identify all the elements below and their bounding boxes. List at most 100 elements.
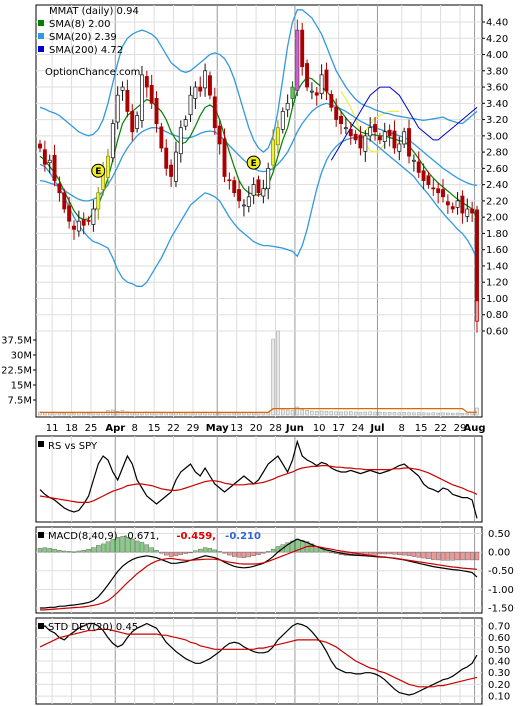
- indicator-line: [39, 622, 478, 696]
- candle: [392, 130, 397, 149]
- volume-bar: [183, 412, 188, 416]
- volume-bar: [295, 406, 300, 416]
- macd-histogram-bar: [232, 551, 237, 557]
- x-tick-label: Jun: [285, 423, 304, 434]
- volume-bar: [164, 412, 168, 416]
- macd-histogram-bar: [367, 551, 373, 555]
- macd-histogram-bar: [120, 536, 125, 553]
- candle: [397, 143, 402, 152]
- volume-bar: [353, 411, 358, 416]
- volume-bar: [470, 412, 474, 416]
- volume-bar: [47, 412, 52, 416]
- macd-histogram-bar: [134, 540, 140, 553]
- macd-histogram-bar: [149, 547, 154, 553]
- candle: [237, 189, 242, 202]
- volume-bar: [344, 411, 348, 416]
- candle: [72, 225, 76, 230]
- price-y-tick: 3.40: [486, 99, 508, 110]
- x-tick-label: 18: [65, 423, 78, 434]
- macd-histogram-bar: [440, 551, 446, 561]
- candle: [314, 92, 319, 96]
- candle: [52, 155, 57, 181]
- price-legend: MMAT (daily) 0.94 SMA(8) 2.00 SMA(20) 2.…: [38, 6, 140, 78]
- volume-bar: [237, 412, 241, 416]
- macd-histogram-bar: [450, 551, 455, 561]
- yellow-band-line: [364, 110, 400, 133]
- volume-bar: [446, 412, 450, 416]
- macd-histogram-bar: [139, 542, 145, 553]
- macd-title: MACD(8,40,9) -0.671, -0.459, -0.210: [48, 531, 261, 542]
- volume-bar: [334, 411, 338, 416]
- candle: [300, 29, 305, 68]
- macd-histogram-bar: [266, 551, 271, 553]
- volume-bar: [368, 411, 372, 416]
- x-tick-label: 11: [46, 423, 59, 434]
- candle: [416, 161, 421, 173]
- candle: [305, 63, 310, 88]
- candle: [174, 151, 178, 182]
- candle: [309, 90, 314, 93]
- macd-histogram-bar: [144, 544, 150, 553]
- candle: [125, 89, 130, 112]
- macd-histogram-bar: [426, 551, 431, 560]
- candle: [290, 86, 295, 99]
- macd-histogram-bar: [130, 538, 135, 553]
- candle: [460, 195, 465, 214]
- candle: [154, 98, 159, 124]
- volume-bar: [402, 412, 406, 416]
- volume-y-tick: 30M: [11, 351, 32, 362]
- volume-bar: [319, 410, 324, 416]
- macd-histogram-bar: [183, 551, 188, 554]
- candle: [246, 196, 251, 207]
- volume-average-line: [40, 408, 477, 413]
- candle: [144, 76, 149, 88]
- macd-histogram-bar: [207, 548, 213, 553]
- volume-bar: [329, 411, 334, 416]
- candle: [47, 159, 52, 164]
- volume-bar: [378, 411, 382, 416]
- macd-histogram-bar: [285, 542, 290, 553]
- volume-bar: [232, 412, 236, 416]
- candle: [373, 124, 377, 133]
- macd-histogram-bar: [42, 547, 48, 553]
- x-tick-label: Aug: [464, 423, 486, 434]
- candle: [343, 127, 348, 130]
- std-y-tick: 0.40: [488, 657, 510, 668]
- x-tick-label: 10: [313, 423, 326, 434]
- price-panel: E E 4.40 4.20 4.00 3.80 3.60 3.40 3.20 3.00 2.80 2…: [1, 4, 508, 434]
- candle: [450, 206, 455, 210]
- watermark: OptionChance.com: [45, 67, 140, 78]
- earnings-badge-label: E: [251, 159, 257, 169]
- candle: [135, 115, 140, 129]
- candle: [222, 138, 227, 177]
- std-y-tick: 0.30: [488, 668, 510, 679]
- price-y-tick: 1.60: [486, 245, 508, 256]
- volume-bar: [115, 411, 120, 416]
- candle: [227, 179, 232, 182]
- indicator-line: [39, 465, 478, 503]
- macd-histogram-bar: [81, 550, 86, 553]
- std-y-tick: 0.10: [488, 692, 510, 703]
- macd-hist-value: -0.210: [225, 531, 261, 542]
- candle: [266, 168, 271, 190]
- volume-bar: [431, 412, 436, 416]
- macd-histogram-bar: [465, 551, 470, 561]
- macd-histogram-bar: [309, 543, 315, 553]
- price-y-tick: 2.20: [486, 196, 508, 207]
- candle: [38, 143, 42, 149]
- price-y-tick: 1.40: [486, 261, 508, 272]
- volume-bar: [72, 412, 76, 416]
- price-title: MMAT (daily) 0.94: [49, 6, 139, 17]
- macd-histogram-bar: [256, 551, 261, 555]
- volume-bar: [310, 410, 314, 416]
- macd-histogram-bar: [198, 548, 203, 553]
- macd-histogram-bar: [96, 545, 101, 553]
- earnings-badge: E: [91, 163, 106, 178]
- std-panel: 0.700.600.500.400.300.200.10 STD DEV(20)…: [35, 617, 510, 705]
- macd-histogram-bar: [212, 549, 218, 553]
- price-y-tick: 3.60: [486, 83, 508, 94]
- candle: [382, 131, 387, 142]
- macd-histogram-bar: [71, 551, 77, 553]
- candle: [377, 136, 382, 141]
- volume-bar: [261, 412, 266, 416]
